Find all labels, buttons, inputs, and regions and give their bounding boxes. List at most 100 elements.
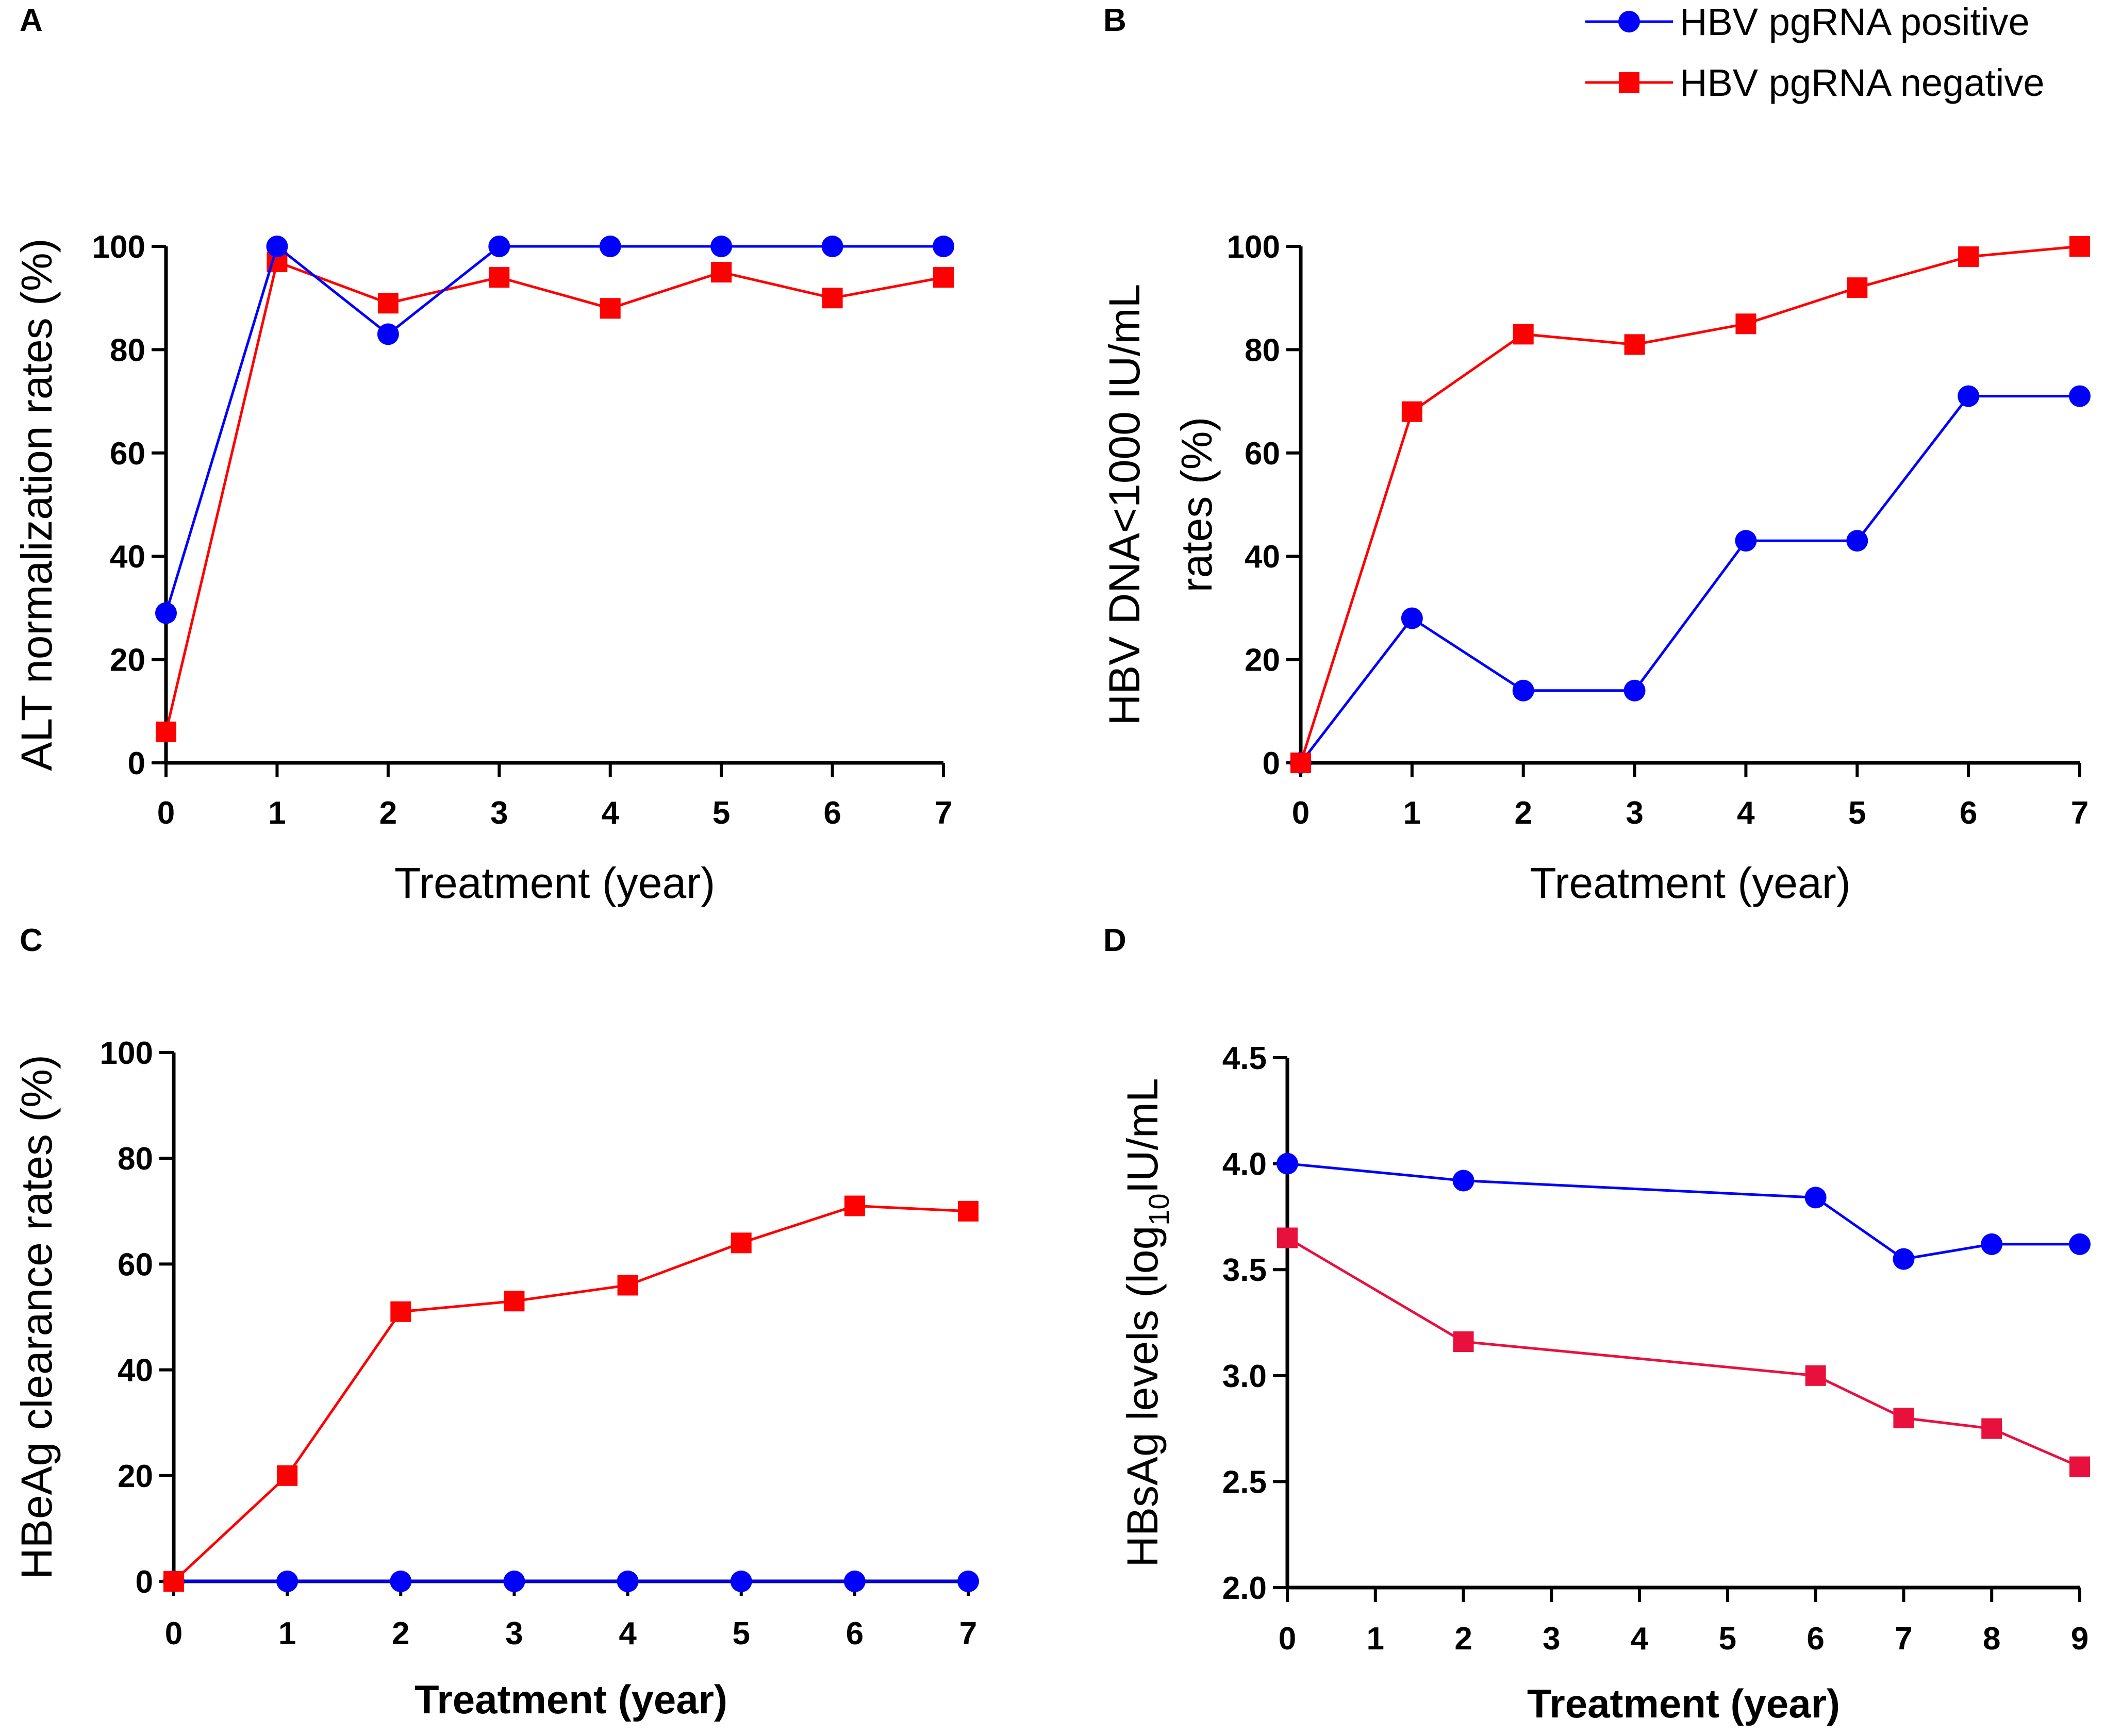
data-point-circle (2069, 385, 2091, 407)
panel-letter: C (20, 923, 43, 958)
data-point-square (1981, 1418, 2002, 1439)
y-axis-title: ALT normalization rates (%) (12, 238, 61, 771)
y-axis-title: HBeAg clearance rates (%) (12, 1055, 61, 1579)
data-point-square (1513, 324, 1534, 345)
data-point-circle (1512, 679, 1534, 702)
x-tick-label: 2 (392, 1616, 409, 1651)
x-axis-title: Treatment (year) (1530, 859, 1850, 907)
data-point-square (1290, 753, 1311, 773)
x-axis-title: Treatment (year) (415, 1677, 727, 1722)
data-point-circle (730, 1571, 752, 1592)
y-tick-label: 4.0 (1222, 1147, 1267, 1182)
data-point-circle (1452, 1170, 1474, 1192)
data-point-square (617, 1275, 638, 1296)
y-tick-label: 3.0 (1222, 1359, 1267, 1394)
data-point-square (504, 1291, 525, 1312)
legend-item: HBV pgRNA positive (1585, 1, 2030, 43)
data-point-square (844, 1195, 865, 1216)
data-point-square (1735, 313, 1756, 335)
data-point-square (1847, 277, 1868, 298)
x-tick-label: 4 (601, 795, 619, 831)
y-tick-label: 100 (100, 1036, 153, 1071)
series-line (164, 260, 944, 732)
x-tick-label: 8 (1983, 1621, 2000, 1657)
x-tick-label: 0 (157, 795, 175, 831)
data-point-circle (1981, 1233, 2003, 1255)
series-line (1300, 395, 2080, 764)
legend-item: HBV pgRNA negative (1585, 61, 2045, 104)
data-point-square (1401, 401, 1422, 422)
series-negative (163, 1195, 979, 1592)
x-tick-label: 7 (1895, 1621, 1912, 1657)
x-tick-label: 7 (959, 1616, 977, 1651)
data-point-circle (155, 602, 177, 624)
legend-label: HBV pgRNA negative (1680, 61, 2045, 104)
data-point-square (390, 1301, 411, 1322)
data-point-square (277, 1465, 298, 1486)
series-negative (156, 252, 954, 742)
y-tick-label: 80 (1245, 332, 1280, 368)
y-axis-title-line2: rates (%) (1172, 417, 1221, 593)
y-tick-label: 40 (118, 1353, 153, 1389)
y-tick-label: 80 (118, 1141, 153, 1177)
x-tick-label: 3 (1626, 795, 1643, 831)
data-point-circle (1401, 607, 1423, 629)
data-point-circle (1804, 1187, 1827, 1209)
x-tick-label: 3 (1543, 1621, 1560, 1657)
data-point-square (1624, 334, 1645, 355)
data-point-square (600, 298, 621, 319)
y-tick-label: 0 (136, 1564, 153, 1600)
data-point-square (489, 267, 510, 288)
series-line (1286, 1237, 2080, 1468)
series-negative (1290, 236, 2090, 773)
x-tick-label: 4 (1631, 1621, 1649, 1657)
series-line (173, 1205, 969, 1582)
data-point-circle (266, 236, 288, 257)
data-point-square (2069, 1456, 2090, 1477)
data-point-circle (1846, 530, 1868, 552)
x-tick-label: 6 (823, 795, 841, 831)
x-tick-label: 0 (1292, 795, 1310, 831)
x-tick-label: 3 (490, 795, 508, 831)
data-point-square (958, 1200, 979, 1222)
data-point-circle (599, 236, 621, 257)
data-point-square (2069, 236, 2090, 257)
data-point-square (1958, 246, 1979, 268)
x-tick-label: 5 (732, 1616, 750, 1651)
x-tick-label: 7 (935, 795, 952, 831)
x-tick-label: 6 (846, 1616, 864, 1651)
y-tick-label: 60 (110, 436, 145, 472)
data-point-circle (1623, 679, 1646, 702)
data-point-circle (488, 236, 510, 257)
y-tick-label: 100 (1227, 229, 1280, 265)
legend: HBV pgRNA positive HBV pgRNA negative (1585, 1, 2045, 104)
y-axis-title-suffix: IU/mL (1118, 1078, 1167, 1193)
y-tick-label: 20 (118, 1459, 153, 1494)
data-point-circle (1958, 385, 1980, 407)
y-axis-title-subscript: 10 (1142, 1193, 1175, 1225)
y-tick-label: 20 (110, 643, 145, 678)
x-tick-label: 7 (2071, 795, 2089, 831)
panel-letter: A (20, 3, 43, 38)
panel-d: D 0 1 2 3 4 5 6 7 8 9 2.0 2.5 3.0 3.5 4.0 4.5 Treatment (… (1103, 923, 2091, 1726)
data-point-circle (710, 236, 733, 257)
x-tick-label: 0 (165, 1616, 183, 1651)
data-point-square (711, 262, 732, 283)
y-tick-label: 2.5 (1222, 1464, 1267, 1500)
y-tick-label: 40 (1245, 539, 1280, 575)
panel-letter: B (1103, 3, 1126, 38)
data-point-circle (503, 1571, 525, 1592)
y-tick-label: 20 (1245, 643, 1280, 678)
data-point-square (1893, 1408, 1914, 1429)
data-point-circle (843, 1571, 866, 1592)
y-axis-title-prefix: HBsAg levels (log (1118, 1226, 1167, 1567)
x-tick-label: 0 (1279, 1621, 1296, 1657)
y-tick-label: 40 (110, 539, 145, 575)
data-point-square (156, 721, 176, 742)
x-tick-label: 6 (1960, 795, 1977, 831)
series-line (1287, 1162, 2080, 1261)
x-tick-label: 4 (1737, 795, 1755, 831)
x-tick-label: 6 (1806, 1621, 1824, 1657)
x-tick-label: 2 (379, 795, 397, 831)
series-line (164, 244, 943, 614)
